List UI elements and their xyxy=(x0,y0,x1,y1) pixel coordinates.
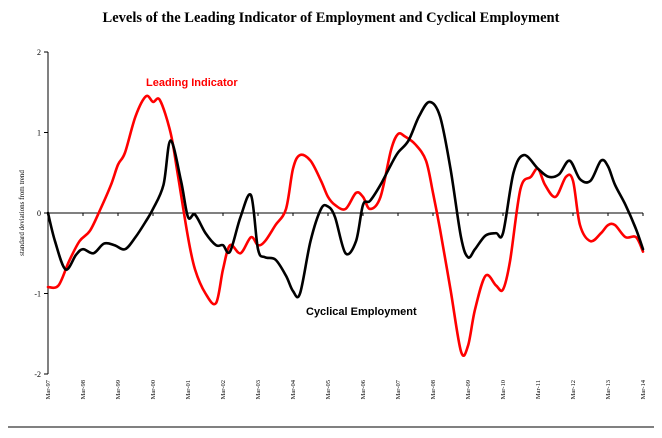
y-tick-label: 2 xyxy=(37,48,41,57)
x-tick-label: Mar-14 xyxy=(640,379,647,399)
axes-layer: 2 1 0 -1 -2 Mar-97 Mar-98 Mar-99 Mar-00 Mar-01 Mar… xyxy=(34,48,647,399)
x-tick-label: Mar-12 xyxy=(570,380,577,399)
x-tick-label: Mar-06 xyxy=(360,379,367,399)
x-tick-label: Mar-03 xyxy=(255,380,262,399)
x-tick-label: Mar-97 xyxy=(45,379,52,399)
x-tick-label: Mar-99 xyxy=(115,380,122,399)
series-line-leading-indicator xyxy=(46,94,645,357)
x-tick-label: Mar-00 xyxy=(150,380,157,399)
x-tick-label: Mar-10 xyxy=(500,380,507,399)
x-tick-label: Mar-08 xyxy=(430,380,437,399)
y-axis-label: standard deviations from trend xyxy=(18,170,26,256)
y-tick-label: 0 xyxy=(37,209,41,218)
series-line-cyclical-employment xyxy=(46,100,645,299)
x-tick-label: Mar-01 xyxy=(185,380,192,399)
x-tick-label: Mar-04 xyxy=(290,379,297,399)
x-tick-label: Mar-07 xyxy=(395,379,402,399)
x-tick-label: Mar-05 xyxy=(325,380,332,399)
x-tick-label: Mar-02 xyxy=(220,380,227,399)
x-tick-label: Mar-98 xyxy=(80,380,87,399)
x-tick-label: Mar-09 xyxy=(465,380,472,399)
x-tick-label: Mar-13 xyxy=(605,380,612,399)
y-tick-label: -1 xyxy=(34,290,41,299)
chart-title: Levels of the Leading Indicator of Emplo… xyxy=(103,10,560,26)
y-tick-label: 1 xyxy=(37,129,41,138)
y-tick-label: -2 xyxy=(34,370,41,379)
x-tick-label: Mar-11 xyxy=(535,380,542,399)
series-layer xyxy=(46,94,645,357)
annotation-leading-indicator: Leading Indicator xyxy=(146,77,238,89)
annotation-cyclical-employment: Cyclical Employment xyxy=(306,306,417,318)
